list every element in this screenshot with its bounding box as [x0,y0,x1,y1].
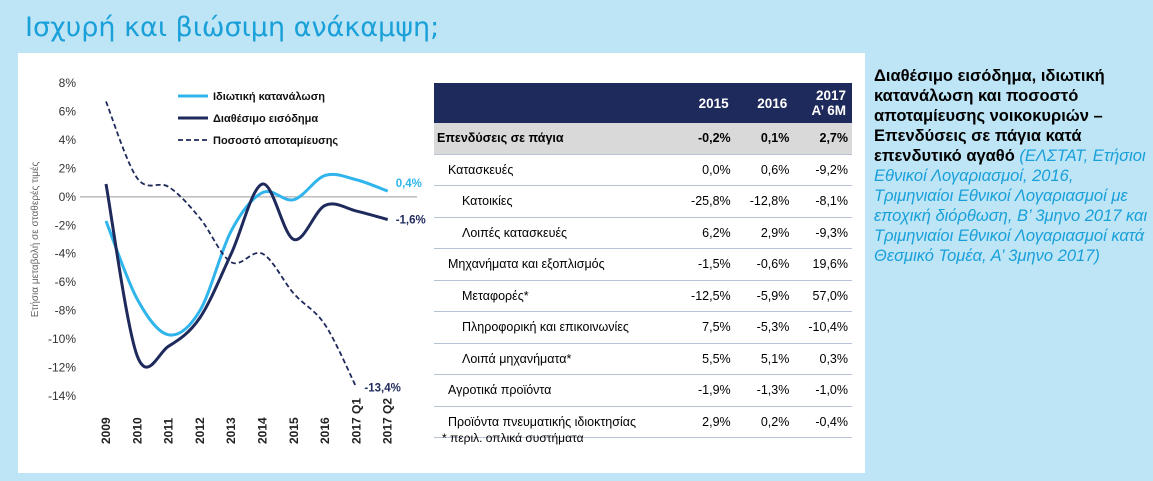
y-tick-label: 4% [59,133,77,147]
row-label: Μεταφορές* [434,280,676,312]
row-value: 2,9% [676,406,735,438]
row-label: Κατασκευές [434,154,676,186]
legend-label: Διαθέσιμο εισόδημα [213,113,318,125]
row-value: -25,8% [676,185,735,218]
row-value: -1,9% [676,374,735,407]
legend-label: Ποσοστό αποταμίευσης [213,135,338,147]
x-tick-label: 2013 [224,417,238,444]
row-value: -5,9% [734,280,794,312]
header-2017-period: Α’ 6Μ [811,103,846,118]
row-value: -8,1% [793,185,852,218]
x-tick-label: 2009 [99,417,113,444]
row-value: 0,0% [676,154,735,186]
row-label: Προϊόντα πνευματικής ιδιοκτησίας [434,406,676,438]
row-value: 0,3% [793,343,852,375]
row-value: 2,7% [793,123,852,155]
line-chart: Ετήσια μεταβολή σε σταθερές τιμές 8% 6% 4% 2… [29,76,426,444]
page-title: Ισχυρή και βιώσιμη ανάκαμψη; [25,12,440,43]
y-tick-label: 2% [59,161,77,175]
row-value: -12,8% [734,185,794,218]
table-header-row: 2015 2016 2017 Α’ 6Μ [434,83,852,123]
y-tick-label: -2% [55,218,77,232]
x-tick-label: 2016 [318,417,332,444]
x-tick-label: 2017 Q1 [349,398,363,444]
row-value: -9,2% [793,154,852,186]
y-tick-label: -12% [48,361,76,375]
row-value: 5,1% [734,343,794,375]
row-label: Επενδύσεις σε πάγια [434,123,676,155]
x-tick-label: 2015 [287,417,301,444]
table-row: Λοιπές κατασκευές 6,2% 2,9% -9,3% [434,217,852,249]
end-value-label: -13,4% [364,382,400,394]
x-tick-label: 2012 [193,417,207,444]
row-value: 19,6% [793,248,852,281]
row-value: 5,5% [676,343,735,375]
row-label: Λοιπές κατασκευές [434,217,676,249]
content-panel: Ετήσια μεταβολή σε σταθερές τιμές 8% 6% 4% 2… [18,53,865,473]
side-description: Διαθέσιμο εισόδημα, ιδιωτική κατανάλωση … [874,66,1150,266]
side-text: Διαθέσιμο εισόδημα, ιδιωτική κατανάλωση … [874,67,1105,165]
y-tick-label: 8% [59,76,77,90]
x-tick-label: 2010 [130,417,144,444]
row-value: 6,2% [676,217,735,249]
side-source: (ΕΛΣΤΑΤ, Ετήσιοι Εθνικοί Λογαριασμοί, 20… [874,147,1148,265]
table-row: Κατοικίες -25,8% -12,8% -8,1% [434,185,852,218]
table-row: Λοιπά μηχανήματα* 5,5% 5,1% 0,3% [434,343,852,375]
y-tick-label: -8% [55,304,77,318]
table-row: Κατασκευές 0,0% 0,6% -9,2% [434,154,852,186]
series-line [104,172,389,337]
y-tick-label: -14% [48,389,76,403]
row-label: Μηχανήματα και εξοπλισμός [434,248,676,281]
table-header-empty [434,83,676,123]
x-tick-label: 2017 Q2 [381,398,395,444]
table-footnote: * περιλ. οπλικά συστήματα [442,431,584,445]
end-value-label: 0,4% [396,178,422,190]
row-value: -10,4% [793,311,852,344]
row-value: 2,9% [734,217,794,249]
row-value: -0,6% [734,248,794,281]
y-axis-label: Ετήσια μεταβολή σε σταθερές τιμές [29,162,41,318]
table-row: Προϊόντα πνευματικής ιδιοκτησίας 2,9% 0,2%… [434,406,852,438]
row-value: 0,1% [734,123,794,155]
table-header-2016: 2016 [734,83,794,123]
row-value: -1,0% [793,374,852,407]
y-tick-label: -4% [55,247,77,261]
row-value: 0,2% [734,406,794,438]
row-value: -1,5% [676,248,735,281]
y-tick-label: -6% [55,275,77,289]
row-value: 7,5% [676,311,735,344]
row-value: -12,5% [676,280,735,312]
row-value: 57,0% [793,280,852,312]
row-value: -5,3% [734,311,794,344]
series-line [105,101,358,388]
table-header-2017: 2017 Α’ 6Μ [793,83,852,123]
series-line [104,182,389,369]
table-row: Πληροφορική και επικοινωνίες 7,5% -5,3% -10… [434,311,852,344]
row-value: -0,4% [793,406,852,438]
row-value: -1,3% [734,374,794,407]
x-tick-label: 2014 [256,417,270,444]
row-value: 0,6% [734,154,794,186]
row-label: Αγροτικά προϊόντα [434,374,676,407]
row-value: -0,2% [676,123,735,155]
row-value: -9,3% [793,217,852,249]
y-tick-label: 6% [59,104,77,118]
row-label: Κατοικίες [434,185,676,218]
y-tick-label: 0% [59,190,77,204]
y-tick-label: -10% [48,332,76,346]
end-value-label: -1,6% [396,215,426,227]
legend-label: Ιδιωτική κατανάλωση [213,91,325,103]
table-row: Μηχανήματα και εξοπλισμός -1,5% -0,6% 19,6% [434,248,852,281]
table-row: Επενδύσεις σε πάγια -0,2% 0,1% 2,7% [434,123,852,155]
investment-table: 2015 2016 2017 Α’ 6Μ Επενδύσεις σε πάγια… [434,83,852,438]
row-label: Πληροφορική και επικοινωνίες [434,311,676,344]
table-row: Μεταφορές* -12,5% -5,9% 57,0% [434,280,852,312]
x-tick-label: 2011 [162,418,176,444]
table-header-2015: 2015 [676,83,735,123]
row-label: Λοιπά μηχανήματα* [434,343,676,375]
table-row: Αγροτικά προϊόντα -1,9% -1,3% -1,0% [434,374,852,407]
header-2017-year: 2017 [815,88,846,103]
